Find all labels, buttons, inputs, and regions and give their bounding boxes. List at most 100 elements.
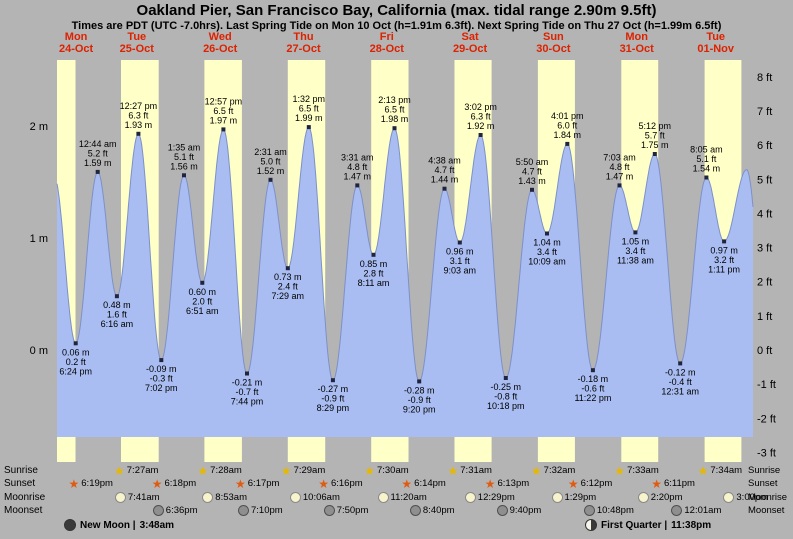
day-label-dow: Mon: [625, 31, 648, 43]
day-label-date: 29-Oct: [453, 43, 488, 55]
tide-extreme-dot: [478, 133, 483, 137]
sunrise-event: ★ 7:28am: [197, 464, 241, 477]
y-axis-label-left: 1 m: [30, 233, 48, 245]
day-label-dow: Thu: [293, 31, 313, 43]
tide-annotation-line: 12:31 am: [661, 386, 699, 396]
tide-annotation-line: 1.04 m: [533, 238, 561, 248]
tide-extreme-dot: [114, 294, 119, 299]
tide-annotation-line: 12:27 pm: [120, 101, 158, 111]
day-label-date: 25-Oct: [120, 43, 155, 55]
tide-annotation-line: -0.3 ft: [150, 374, 174, 384]
tide-annotation-line: 3:31 am: [341, 152, 374, 162]
tide-annotation-line: 7:29 am: [272, 291, 305, 301]
tide-annotation-line: 1:35 am: [168, 142, 201, 152]
day-label-date: 27-Oct: [286, 43, 321, 55]
sunrise-label-right: Sunrise: [748, 465, 781, 476]
tide-extreme-dot: [73, 341, 78, 346]
sunset-row: Sunset ★ 6:19pm ★ 6:18pm ★ 6:17pm ★ 6:16pm ★ 6:14…: [0, 477, 793, 490]
tide-annotation-line: 5.7 ft: [645, 131, 666, 141]
day-label-date: 30-Oct: [536, 43, 571, 55]
tide-annotation-line: 1.47 m: [606, 171, 634, 181]
sunset-event: ★ 6:18pm: [152, 477, 196, 490]
tide-extreme-dot: [136, 131, 141, 136]
moonrise-icon: [377, 492, 389, 503]
tide-annotation-line: 5.2 ft: [88, 148, 109, 158]
day-label-date: 28-Oct: [370, 43, 405, 55]
day-label-dow: Mon: [65, 31, 88, 43]
day-label-date: 01-Nov: [697, 43, 735, 55]
y-axis-label-left: 2 m: [30, 121, 48, 133]
tide-annotation-line: 4.7 ft: [522, 166, 543, 176]
astro-time: 7:10pm: [251, 505, 283, 516]
tide-extreme-dot: [268, 177, 273, 182]
tide-annotation-line: 11:22 pm: [574, 393, 611, 403]
tide-annotation-line: 5:50 am: [516, 157, 549, 167]
moonrise-icon: [289, 492, 301, 503]
astro-time: 9:40pm: [509, 505, 542, 516]
sunrise-event: ★ 7:27am: [114, 464, 158, 477]
sunrise-icon: ★: [614, 463, 626, 478]
tide-annotation-line: 6.5 ft: [384, 105, 405, 115]
tide-annotation-line: 5:12 pm: [639, 121, 672, 131]
tide-annotation-line: 3.4 ft: [537, 247, 558, 257]
tide-extreme-dot: [530, 187, 534, 192]
moonrise-event: 12:29pm: [464, 491, 515, 504]
moonset-events: 6:36pm 7:10pm 7:50pm 8:40pm 9:40pm 10:48pm 12:…: [0, 504, 793, 517]
y-axis-label-right: 7 ft: [757, 106, 772, 118]
sunrise-event: ★ 7:34am: [698, 464, 742, 477]
moonset-event: 7:10pm: [238, 504, 283, 517]
moonset-event: 8:40pm: [409, 504, 455, 517]
moonset-icon: [238, 505, 249, 516]
y-axis-label-right: 6 ft: [757, 140, 772, 152]
tide-annotation-line: 4.8 ft: [347, 162, 368, 172]
sunset-icon: ★: [235, 476, 246, 491]
tide-extreme-dot: [652, 152, 657, 156]
moonset-event: 9:40pm: [496, 504, 542, 517]
tide-annotation-line: -0.7 ft: [235, 387, 259, 397]
y-axis-label-left: 0 m: [30, 345, 48, 357]
sunrise-event: ★ 7:29am: [281, 464, 325, 477]
sunrise-icon: ★: [197, 463, 209, 478]
moonset-event: 12:01am: [671, 504, 721, 517]
sunset-icon: ★: [567, 476, 579, 491]
tide-annotation-line: -0.9 ft: [408, 395, 432, 405]
moonrise-row: Moonrise 7:41am 8:53am 10:06am 11:20am 12:29…: [0, 491, 793, 504]
tide-annotation-line: 9:20 pm: [403, 404, 436, 414]
tide-annotation-line: -0.25 m: [491, 382, 522, 392]
tide-extreme-dot: [330, 378, 335, 383]
tide-extreme-dot: [617, 183, 622, 188]
sunset-event: ★ 6:19pm: [69, 477, 113, 490]
sunset-events: ★ 6:19pm ★ 6:18pm ★ 6:17pm ★ 6:16pm ★ 6:14pm ★ 6:13…: [0, 477, 793, 490]
moonset-icon: [496, 505, 508, 516]
sunrise-event: ★ 7:30am: [364, 464, 408, 477]
tide-annotation-line: 6:16 am: [101, 319, 134, 329]
astro-time: 1:29pm: [564, 492, 597, 503]
day-label-dow: Fri: [380, 31, 394, 43]
tide-annotation-line: 1.54 m: [693, 164, 721, 174]
y-axis-label-right: 4 ft: [757, 208, 772, 220]
day-label-dow: Tue: [127, 31, 146, 43]
sunset-icon: ★: [484, 476, 496, 491]
tide-annotation-line: 1.97 m: [210, 115, 238, 125]
astro-time: 7:41am: [127, 492, 160, 503]
sunset-event: ★ 6:13pm: [485, 477, 529, 490]
astro-time: 6:14pm: [414, 478, 446, 489]
tide-annotation-line: 10:18 pm: [487, 401, 525, 411]
tide-extreme-dot: [704, 175, 709, 180]
tide-annotation-line: 8:05 am: [690, 145, 723, 155]
tide-annotation-line: 5.1 ft: [696, 154, 717, 164]
astro-time: 8:40pm: [422, 505, 455, 516]
sunrise-icon: ★: [697, 463, 709, 478]
moonrise-icon: [723, 492, 735, 503]
tide-extreme-dot: [392, 126, 397, 131]
tide-extreme-dot: [503, 376, 508, 380]
tide-extreme-dot: [200, 280, 205, 285]
tide-annotation-line: 2:31 am: [254, 147, 287, 157]
new-moon-time: 3:48am: [139, 519, 175, 531]
tide-annotation-line: 12:44 am: [79, 139, 117, 149]
moonrise-event: 10:06am: [289, 491, 340, 504]
tide-annotation-line: 0.06 m: [62, 347, 90, 357]
y-axis-label-right: -3 ft: [757, 447, 776, 459]
tide-annotation-line: 1.05 m: [622, 236, 650, 246]
